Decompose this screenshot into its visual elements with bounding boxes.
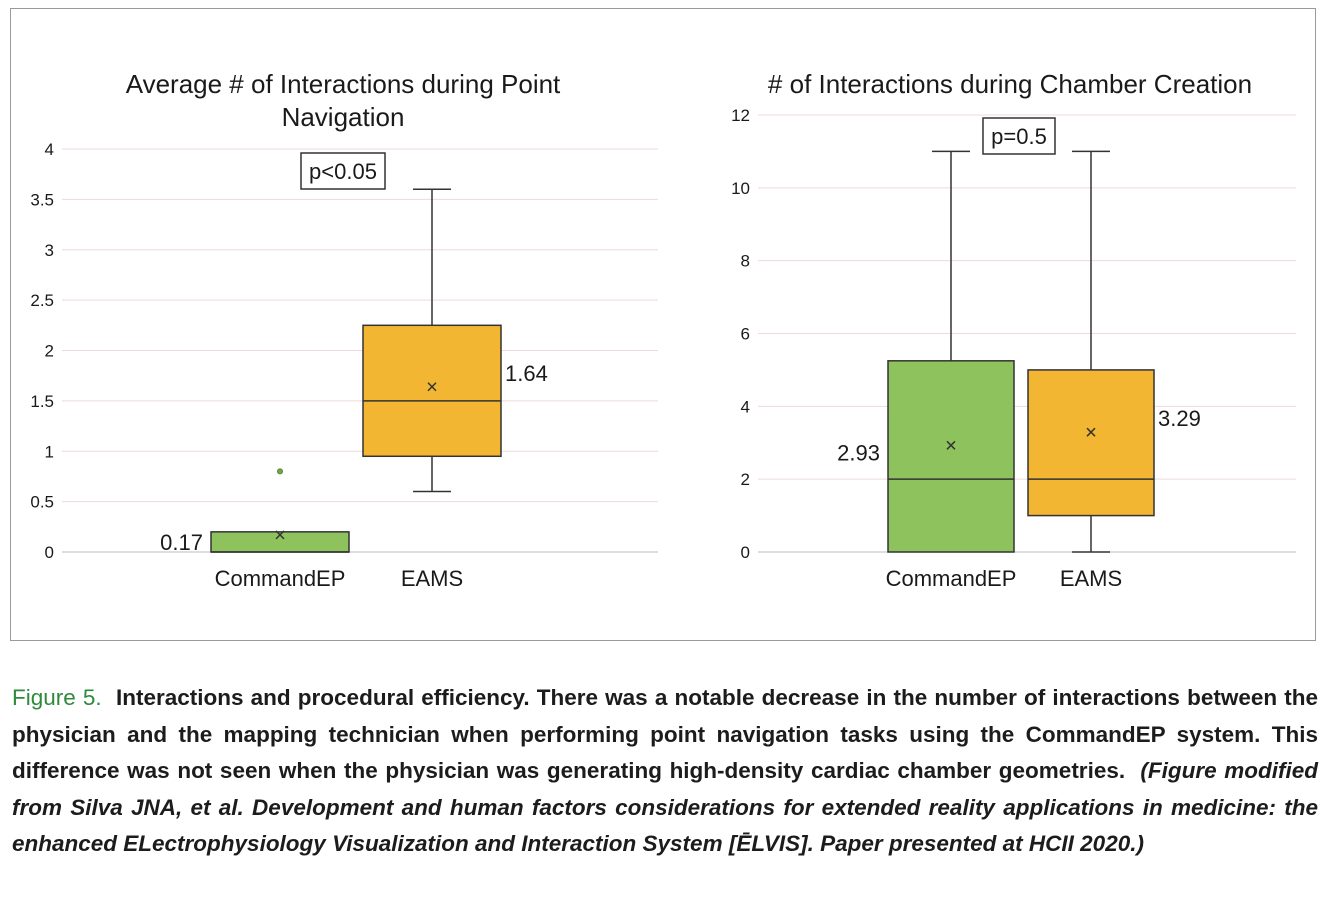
- y-tick-label: 2.5: [30, 291, 54, 310]
- y-tick-label: 2: [45, 342, 54, 361]
- y-tick-label: 4: [741, 397, 750, 416]
- chart-title-line: Navigation: [282, 102, 405, 132]
- chart-title-line: Average # of Interactions during Point: [126, 69, 561, 99]
- y-tick-label: 1.5: [30, 392, 54, 411]
- mean-marker: [946, 440, 956, 450]
- x-category-label: EAMS: [401, 566, 463, 591]
- y-tick-label: 4: [45, 140, 54, 159]
- outlier-point: [276, 468, 283, 475]
- mean-marker: [427, 382, 437, 392]
- mean-data-label: 3.29: [1158, 406, 1201, 431]
- p-value-label: p=0.5: [991, 124, 1047, 149]
- y-tick-label: 0: [741, 543, 750, 562]
- box-eams: [1027, 369, 1155, 517]
- mean-data-label: 1.64: [505, 361, 548, 386]
- y-tick-label: 1: [45, 442, 54, 461]
- y-tick-label: 12: [731, 106, 750, 125]
- y-tick-label: 3.5: [30, 190, 54, 209]
- p-value-box: [982, 117, 1056, 155]
- p-value-label: p<0.05: [309, 159, 377, 184]
- p-value-box: [300, 152, 386, 190]
- figure-caption: Figure 5. Interactions and procedural ef…: [12, 680, 1318, 863]
- mean-marker: [275, 530, 285, 540]
- y-tick-label: 2: [741, 470, 750, 489]
- charts-canvas: Average # of Interactions during PointNa…: [30, 69, 1296, 591]
- y-tick-label: 10: [731, 179, 750, 198]
- box-eams: [362, 324, 502, 458]
- mean-data-label: 2.93: [837, 440, 880, 465]
- x-category-label: CommandEP: [886, 566, 1017, 591]
- mean-data-label: 0.17: [160, 530, 203, 555]
- mean-marker: [1086, 427, 1096, 437]
- box-commandep: [887, 360, 1015, 553]
- y-tick-label: 3: [45, 241, 54, 260]
- y-tick-label: 0.5: [30, 493, 54, 512]
- chart-point-navigation: Average # of Interactions during PointNa…: [30, 69, 658, 591]
- caption-text: Interactions and procedural efficiency. …: [12, 685, 1318, 783]
- caption-credit: (Figure modified from Silva JNA, et al. …: [12, 758, 1318, 856]
- figure-label: Figure 5.: [12, 685, 102, 710]
- x-category-label: CommandEP: [215, 566, 346, 591]
- chart-chamber-creation: # of Interactions during Chamber Creatio…: [731, 69, 1296, 591]
- chart-title-line: # of Interactions during Chamber Creatio…: [768, 69, 1252, 99]
- y-tick-label: 6: [741, 325, 750, 344]
- y-tick-label: 8: [741, 252, 750, 271]
- y-tick-label: 0: [45, 543, 54, 562]
- x-category-label: EAMS: [1060, 566, 1122, 591]
